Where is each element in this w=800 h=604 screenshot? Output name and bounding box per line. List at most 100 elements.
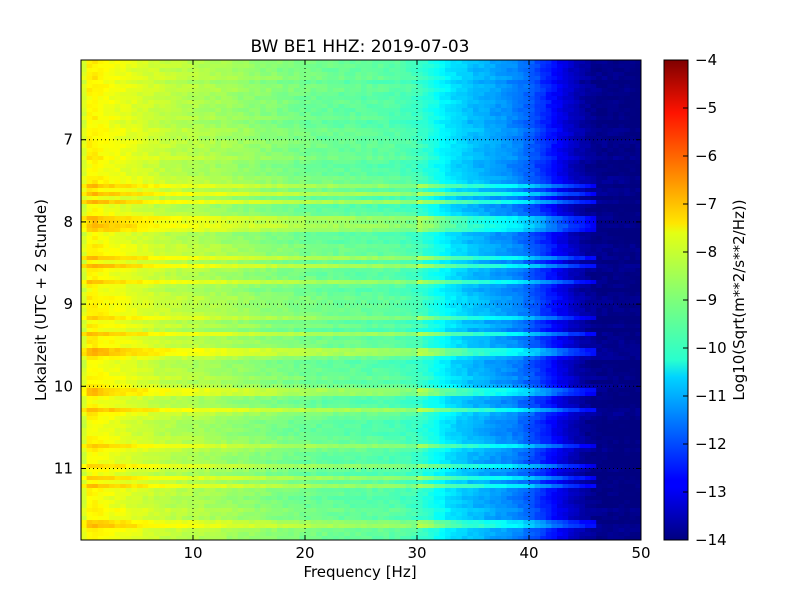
heatmap-cell: [366, 68, 373, 73]
heatmap-cell: [265, 148, 272, 153]
heatmap-cell: [125, 188, 132, 193]
heatmap-cell: [131, 232, 138, 237]
heatmap-cell: [254, 236, 261, 241]
heatmap-cell: [277, 180, 284, 185]
heatmap-cell: [585, 64, 592, 69]
heatmap-cell: [148, 216, 155, 221]
heatmap-cell: [299, 80, 306, 85]
heatmap-cell: [557, 192, 564, 197]
heatmap-cell: [461, 208, 468, 213]
heatmap-cell: [333, 124, 340, 129]
heatmap-cell: [288, 132, 295, 137]
heatmap-cell: [137, 88, 144, 93]
heatmap-cell: [377, 60, 384, 65]
heatmap-cell: [265, 256, 272, 261]
heatmap-cell: [97, 88, 104, 93]
heatmap-cell: [506, 120, 513, 125]
heatmap-cell: [517, 96, 524, 101]
heatmap-cell: [422, 100, 429, 105]
heatmap-cell: [288, 224, 295, 229]
heatmap-cell: [243, 176, 250, 181]
heatmap-cell: [590, 64, 597, 69]
heatmap-cell: [310, 216, 317, 221]
heatmap-cell: [400, 96, 407, 101]
heatmap-cell: [635, 228, 641, 233]
heatmap-cell: [165, 196, 172, 201]
heatmap-cell: [445, 164, 452, 169]
heatmap-cell: [181, 196, 188, 201]
heatmap-cell: [613, 200, 620, 205]
heatmap-cell: [221, 72, 228, 77]
heatmap-cell: [305, 100, 312, 105]
heatmap-cell: [361, 200, 368, 205]
heatmap-cell: [501, 180, 508, 185]
heatmap-cell: [193, 64, 200, 69]
heatmap-cell: [529, 144, 536, 149]
heatmap-cell: [344, 88, 351, 93]
heatmap-cell: [428, 108, 435, 113]
heatmap-cell: [271, 184, 278, 189]
heatmap-cell: [573, 204, 580, 209]
heatmap-cell: [361, 64, 368, 69]
heatmap-cell: [601, 76, 608, 81]
heatmap-cell: [573, 100, 580, 105]
heatmap-cell: [484, 160, 491, 165]
heatmap-cell: [551, 200, 558, 205]
heatmap-cell: [540, 180, 547, 185]
heatmap-cell: [92, 92, 99, 97]
heatmap-cell: [596, 140, 603, 145]
heatmap-cell: [607, 100, 614, 105]
heatmap-cell: [293, 124, 300, 129]
heatmap-cell: [506, 208, 513, 213]
heatmap-cell: [288, 116, 295, 121]
heatmap-cell: [159, 120, 166, 125]
heatmap-cell: [517, 252, 524, 257]
heatmap-cell: [439, 144, 446, 149]
heatmap-cell: [349, 112, 356, 117]
heatmap-cell: [562, 184, 569, 189]
heatmap-cell: [540, 244, 547, 249]
heatmap-cell: [226, 208, 233, 213]
heatmap-cell: [153, 60, 160, 65]
heatmap-cell: [573, 208, 580, 213]
heatmap-cell: [204, 128, 211, 133]
heatmap-cell: [198, 76, 205, 81]
heatmap-cell: [254, 136, 261, 141]
heatmap-cell: [81, 172, 88, 177]
heatmap-cell: [137, 252, 144, 257]
heatmap-cell: [193, 216, 200, 221]
heatmap-cell: [495, 168, 502, 173]
heatmap-cell: [97, 180, 104, 185]
heatmap-cell: [377, 152, 384, 157]
heatmap-cell: [573, 68, 580, 73]
heatmap-cell: [97, 92, 104, 97]
heatmap-cell: [484, 232, 491, 237]
heatmap-cell: [534, 72, 541, 77]
heatmap-cell: [601, 144, 608, 149]
heatmap-cell: [176, 204, 183, 209]
heatmap-cell: [411, 244, 418, 249]
heatmap-cell: [405, 252, 412, 257]
heatmap-cell: [366, 92, 373, 97]
heatmap-cell: [165, 244, 172, 249]
heatmap-cell: [585, 128, 592, 133]
heatmap-cell: [221, 180, 228, 185]
heatmap-cell: [81, 140, 88, 145]
heatmap-cell: [316, 68, 323, 73]
heatmap-cell: [198, 120, 205, 125]
heatmap-cell: [125, 172, 132, 177]
heatmap-cell: [568, 108, 575, 113]
heatmap-cell: [568, 152, 575, 157]
heatmap-cell: [439, 124, 446, 129]
heatmap-cell: [618, 120, 625, 125]
heatmap-cell: [215, 160, 222, 165]
heatmap-cell: [92, 168, 99, 173]
heatmap-cell: [243, 212, 250, 217]
heatmap-cell: [153, 200, 160, 205]
heatmap-cell: [568, 184, 575, 189]
heatmap-cell: [629, 68, 636, 73]
heatmap-cell: [495, 124, 502, 129]
heatmap-cell: [529, 108, 536, 113]
heatmap-cell: [277, 248, 284, 253]
heatmap-cell: [467, 80, 474, 85]
